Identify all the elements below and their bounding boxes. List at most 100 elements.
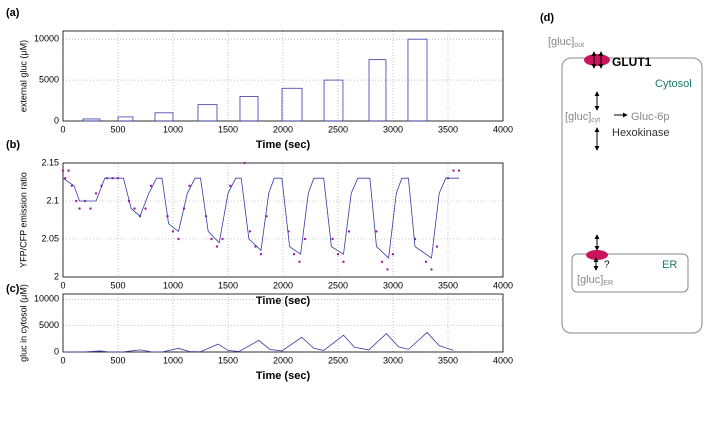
point [229,184,232,187]
point [298,260,301,263]
point [149,184,153,187]
text: [gluc] [565,111,591,123]
y-tick-label: 2.1 [46,195,59,205]
x-axis-label: Time (sec) [256,370,311,382]
bar [281,87,303,122]
point [259,253,263,256]
bar [82,118,101,122]
x-tick-label: 1500 [218,280,238,290]
point [380,260,384,263]
text: [gluc] [548,36,574,48]
x-tick-label: 3000 [383,355,403,365]
y-tick-label: 5000 [39,320,59,330]
transporter-icon [584,54,610,66]
x-tick-label: 2000 [273,280,293,290]
point [331,237,334,241]
point [70,184,74,187]
gluc-out: [gluc]out [548,36,584,49]
point [430,268,433,271]
x-axis-label: Time (sec) [256,139,311,151]
transporter: GLUT1 [612,55,652,69]
x-tick-label: 3500 [438,280,458,290]
point [292,253,296,256]
point [144,207,147,210]
x-tick-label: 3000 [383,280,403,290]
y-tick-label: 0 [54,115,59,125]
diagram: (d) [gluc]out GLUT1 Cytosol [gluc]cyt Gl… [540,12,703,334]
point [94,192,98,195]
point [386,268,389,271]
point [391,253,395,256]
x-tick-label: 1000 [163,124,183,134]
y-tick-label: 5000 [39,74,59,84]
point [188,184,191,187]
bar [407,38,428,122]
point [221,237,224,241]
x-tick-label: 2500 [328,355,348,365]
x-tick-label: 3000 [383,124,403,134]
point [63,177,67,180]
point [67,169,70,172]
point [303,237,307,241]
point [61,169,65,172]
panel-label: (a) [6,7,20,19]
gluc-cyt: [gluc]cyt [565,111,600,124]
x-tick-label: 2500 [328,280,348,290]
y-tick-label: 2.15 [41,157,59,167]
point [248,230,252,233]
er-box [571,253,689,293]
point [342,260,345,263]
organelle: ER [662,259,677,271]
x-tick-label: 1500 [218,124,238,134]
point [424,260,428,263]
x-tick-label: 2500 [328,124,348,134]
y-axis-label: YFP/CFP emission ratio [18,172,28,268]
bar [117,116,134,122]
point [177,237,180,241]
x-tick-label: 1000 [163,355,183,365]
bar [368,59,387,122]
point [243,161,246,165]
x-tick-label: 4000 [493,280,513,290]
enzyme: Hexokinase [612,127,669,139]
channel-icon [586,250,608,260]
y-tick-label: 10000 [34,34,59,44]
y-tick-label: 10000 [34,294,59,304]
point [435,245,439,248]
compartment: Cytosol [655,78,692,90]
text: cyt [591,117,600,124]
bar [323,79,344,122]
panel-label: (c) [6,283,20,295]
point [347,230,351,233]
x-tick-label: 4000 [493,355,513,365]
point [215,245,219,248]
x-tick-label: 4000 [493,124,513,134]
x-tick-label: 0 [60,355,65,365]
bar [197,104,218,122]
x-tick-label: 500 [110,124,125,134]
point [75,199,78,203]
point [78,207,81,210]
y-tick-label: 2.05 [41,233,59,243]
x-tick-label: 2000 [273,124,293,134]
x-tick-label: 500 [110,280,125,290]
line [62,177,459,259]
text: [gluc] [577,274,603,286]
x-tick-label: 3500 [438,124,458,134]
y-axis-label: external gluc (μM) [18,40,28,112]
x-tick-label: 3500 [438,355,458,365]
text: ER [603,280,613,287]
x-tick-label: 500 [110,355,125,365]
x-tick-label: 1500 [218,355,238,365]
y-axis-label: gluc in cytosol (μM) [18,284,28,362]
y-tick-label: 0 [54,346,59,356]
gluc-er: [gluc]ER [577,274,613,287]
point [375,230,378,233]
unknown: ? [604,260,610,271]
product: Gluc-6p [631,111,670,123]
point [89,207,92,210]
point [336,253,340,256]
y-tick-label: 2 [54,271,59,281]
plot-frame [62,162,504,278]
